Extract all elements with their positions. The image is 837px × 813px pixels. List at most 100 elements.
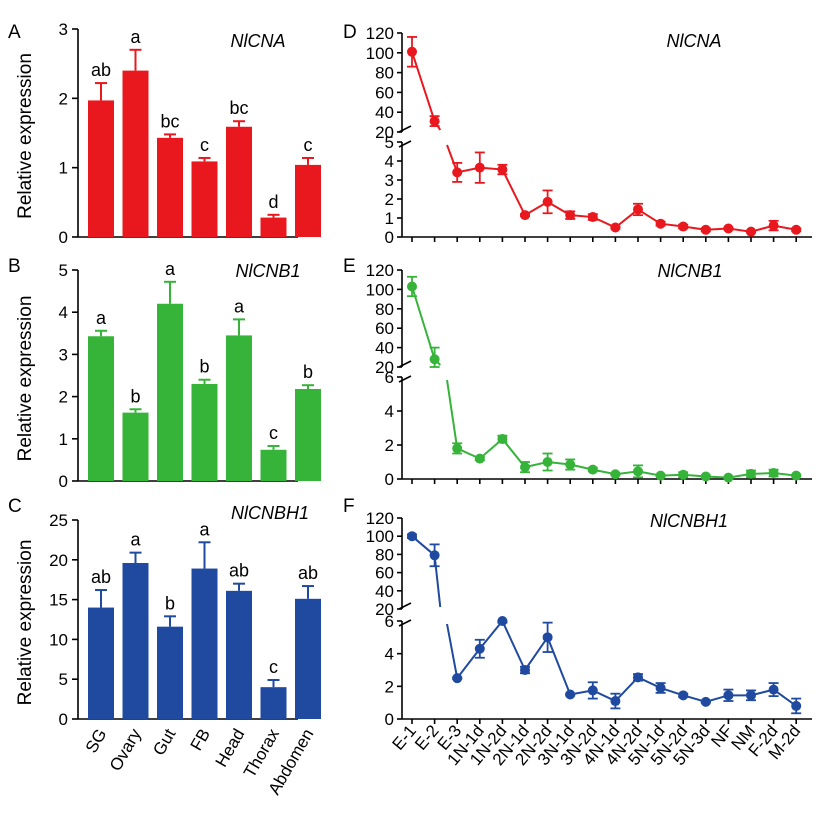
- bar: [191, 568, 218, 719]
- y-tick-label: 0: [59, 472, 68, 491]
- bar: [260, 449, 287, 481]
- bar: [157, 137, 183, 237]
- significance-letter: ab: [91, 567, 111, 587]
- data-point: [655, 218, 666, 229]
- bar: [226, 126, 252, 237]
- significance-letter: bc: [160, 111, 179, 131]
- y-tick-label: 0: [385, 228, 394, 247]
- gene-name: NlCNA: [230, 31, 285, 51]
- y-tick-label: 2: [385, 436, 394, 455]
- x-category-label: FB: [187, 726, 214, 754]
- data-point: [407, 531, 417, 542]
- significance-letter: a: [130, 530, 141, 550]
- significance-letter: b: [199, 357, 209, 377]
- data-point: [610, 222, 621, 233]
- y-tick-label: 80: [375, 64, 394, 83]
- data-point: [768, 220, 779, 231]
- data-point: [452, 167, 463, 178]
- x-category-label: Gut: [149, 725, 179, 758]
- significance-letter: b: [165, 593, 175, 613]
- y-tick-label: 0: [385, 710, 394, 729]
- bar: [88, 607, 114, 719]
- y-tick-label: 100: [366, 44, 394, 63]
- y-tick-label: 1: [385, 209, 394, 228]
- y-tick-label: 20: [375, 358, 394, 377]
- data-point: [610, 696, 621, 707]
- y-tick-label: 120: [366, 24, 394, 43]
- bar: [260, 687, 287, 719]
- y-tick-label: 80: [375, 300, 394, 319]
- data-point: [587, 464, 598, 475]
- data-point: [655, 470, 666, 481]
- y-tick-label: 2: [385, 677, 394, 696]
- y-tick-label: 100: [366, 527, 394, 546]
- significance-letter: bc: [229, 98, 248, 118]
- data-point: [407, 46, 417, 57]
- bar-panel-b: B NlCNB1 0 1 2 3 4 5 Relative expression a b a b a c b: [8, 256, 321, 491]
- data-point: [610, 469, 621, 480]
- data-point: [542, 196, 553, 207]
- panel-letter: D: [343, 22, 357, 43]
- y-tick-label: 20: [375, 123, 394, 142]
- y-axis-label: Relative expression: [15, 53, 36, 219]
- data-point: [565, 210, 576, 221]
- y-tick-label: 0: [59, 228, 68, 247]
- bar: [88, 100, 114, 237]
- y-tick-label: 4: [385, 152, 394, 171]
- significance-letter: c: [269, 423, 278, 443]
- y-tick-label: 6: [385, 368, 394, 387]
- bar: [260, 217, 287, 237]
- data-point: [497, 164, 508, 175]
- y-tick-label: 2: [59, 388, 68, 407]
- significance-letter: ab: [229, 561, 249, 581]
- data-point: [520, 665, 530, 675]
- data-point: [723, 690, 734, 701]
- y-tick-label: 3: [59, 20, 68, 39]
- data-point: [723, 472, 734, 483]
- series-line-lower: [446, 619, 797, 707]
- y-tick-label: 1: [59, 430, 68, 449]
- bar: [122, 412, 149, 481]
- y-tick-label: 3: [385, 171, 394, 190]
- data-point: [497, 434, 508, 445]
- significance-letter: ab: [298, 563, 318, 583]
- y-tick-label: 40: [375, 339, 394, 358]
- data-point: [791, 470, 802, 481]
- y-tick-label: 15: [49, 591, 68, 610]
- data-point: [452, 443, 463, 454]
- y-tick-label: 25: [49, 511, 68, 530]
- data-point: [429, 550, 440, 561]
- bar: [226, 590, 252, 719]
- data-point: [678, 221, 689, 232]
- y-tick-label: 5: [59, 670, 68, 689]
- y-tick-label: 40: [375, 103, 394, 122]
- data-point: [633, 204, 643, 215]
- y-tick-label: 2: [385, 190, 394, 209]
- bar: [157, 303, 183, 481]
- y-tick-label: 4: [385, 645, 394, 664]
- panel-letter: C: [8, 496, 22, 517]
- y-tick-label: 60: [375, 83, 394, 102]
- y-tick-label: 4: [385, 402, 394, 421]
- x-category-label: Head: [212, 726, 249, 771]
- y-tick-label: 0: [385, 470, 394, 489]
- bar: [191, 161, 218, 237]
- data-point: [474, 162, 485, 173]
- bar: [122, 562, 149, 719]
- bar: [295, 389, 321, 481]
- axis-break: [398, 140, 412, 148]
- line-panel-f: FNlCNBH1204060801001200246E-1E-2E-31N-1d…: [343, 496, 812, 769]
- data-point: [678, 469, 689, 480]
- significance-letter: a: [234, 296, 245, 316]
- data-point: [520, 210, 530, 221]
- significance-letter: b: [303, 362, 313, 382]
- data-point: [633, 672, 643, 683]
- data-point: [655, 682, 666, 693]
- data-point: [542, 632, 553, 643]
- significance-letter: ab: [91, 60, 111, 80]
- data-point: [429, 116, 440, 127]
- axis-break: [398, 375, 412, 383]
- y-tick-label: 120: [366, 509, 394, 528]
